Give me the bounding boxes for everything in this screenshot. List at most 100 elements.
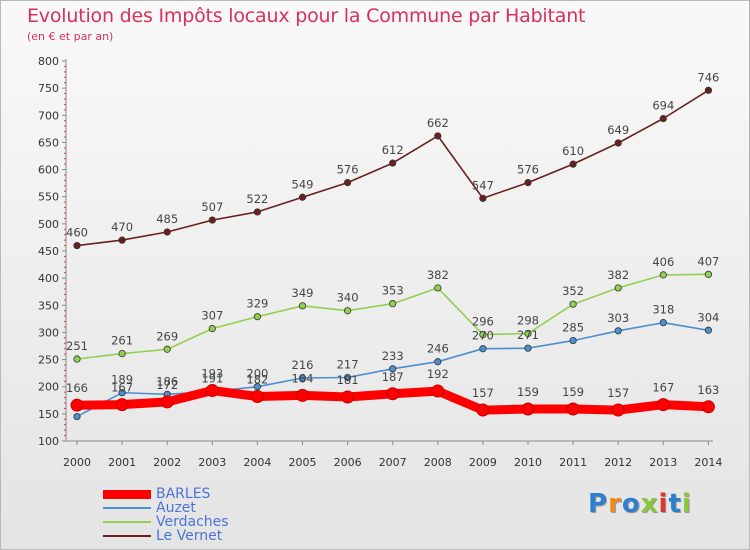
data-label-le-vernet: 460 bbox=[66, 226, 88, 240]
data-label-barles: 181 bbox=[337, 373, 359, 387]
data-point-verdaches bbox=[73, 355, 81, 363]
logo-letter: x bbox=[640, 489, 659, 519]
data-point-le-vernet bbox=[434, 132, 442, 140]
data-point-barles bbox=[431, 384, 445, 398]
data-label-verdaches: 298 bbox=[517, 314, 539, 328]
x-tick-label: 2003 bbox=[198, 456, 226, 469]
data-label-verdaches: 340 bbox=[337, 291, 359, 305]
x-tick-label: 2000 bbox=[63, 456, 91, 469]
data-point-auzet bbox=[569, 336, 577, 345]
data-label-auzet: 189 bbox=[111, 373, 133, 387]
data-point-verdaches bbox=[434, 284, 442, 292]
data-label-le-vernet: 485 bbox=[156, 212, 178, 226]
data-point-auzet bbox=[434, 358, 442, 366]
data-label-barles: 193 bbox=[201, 367, 223, 381]
data-point-barles bbox=[611, 403, 625, 417]
data-point-barles bbox=[70, 398, 84, 412]
legend-item-le-vernet: Le Vernet bbox=[103, 528, 223, 544]
data-label-auzet: 217 bbox=[337, 357, 359, 371]
data-label-barles: 187 bbox=[382, 370, 404, 384]
data-point-le-vernet bbox=[479, 194, 487, 202]
data-label-verdaches: 407 bbox=[697, 254, 719, 268]
data-label-verdaches: 251 bbox=[66, 339, 88, 353]
data-point-le-vernet bbox=[208, 216, 216, 224]
data-label-barles: 163 bbox=[697, 383, 719, 397]
legend-swatch bbox=[103, 489, 151, 499]
legend-item-barles: BARLES bbox=[103, 486, 211, 502]
data-point-le-vernet bbox=[118, 236, 126, 244]
y-tick-label: 750 bbox=[38, 82, 59, 95]
legend-label: BARLES bbox=[156, 486, 211, 502]
y-tick-label: 600 bbox=[38, 164, 59, 177]
data-point-auzet bbox=[253, 383, 261, 391]
x-tick-label: 2001 bbox=[108, 456, 136, 469]
y-tick-label: 200 bbox=[38, 381, 59, 394]
data-point-barles bbox=[296, 388, 309, 402]
x-tick-label: 2007 bbox=[379, 456, 407, 469]
data-point-le-vernet bbox=[524, 179, 532, 187]
y-tick-label: 700 bbox=[38, 109, 59, 122]
data-point-verdaches bbox=[389, 300, 397, 308]
data-point-barles bbox=[250, 389, 264, 403]
y-tick-label: 550 bbox=[38, 191, 59, 204]
data-point-verdaches bbox=[659, 271, 667, 279]
data-point-barles bbox=[160, 395, 174, 409]
x-tick-label: 2009 bbox=[469, 456, 497, 469]
proxiti-logo: Proxiti bbox=[588, 489, 692, 519]
data-point-le-vernet bbox=[389, 159, 397, 167]
data-label-barles: 159 bbox=[517, 385, 539, 399]
data-point-auzet bbox=[343, 373, 352, 382]
data-label-auzet: 303 bbox=[607, 311, 629, 325]
y-tick-label: 100 bbox=[38, 435, 59, 448]
x-tick-label: 2011 bbox=[559, 456, 587, 469]
data-label-le-vernet: 612 bbox=[382, 143, 404, 157]
data-point-auzet bbox=[118, 389, 126, 397]
data-label-barles: 184 bbox=[292, 371, 314, 385]
legend-swatch bbox=[103, 507, 151, 509]
data-point-auzet bbox=[524, 344, 532, 352]
data-point-auzet bbox=[73, 412, 81, 421]
y-tick-label: 150 bbox=[38, 408, 59, 421]
data-point-barles bbox=[386, 387, 400, 401]
x-tick-label: 2012 bbox=[604, 456, 632, 469]
data-point-barles bbox=[701, 400, 715, 414]
data-label-barles: 157 bbox=[472, 386, 494, 400]
data-label-auzet: 271 bbox=[517, 328, 539, 342]
data-label-auzet: 270 bbox=[472, 329, 494, 343]
data-label-auzet: 318 bbox=[652, 303, 674, 317]
data-label-auzet: 186 bbox=[156, 374, 178, 388]
data-point-verdaches bbox=[524, 329, 532, 338]
chart-title: Evolution des Impôts locaux pour la Comm… bbox=[27, 5, 586, 27]
logo-letter: i bbox=[681, 489, 692, 519]
data-label-verdaches: 382 bbox=[607, 268, 629, 282]
logo-letter: o bbox=[621, 489, 641, 519]
data-point-barles bbox=[115, 398, 129, 412]
data-point-verdaches bbox=[163, 345, 171, 353]
data-point-le-vernet bbox=[163, 228, 171, 236]
legend-label: Le Vernet bbox=[156, 528, 223, 544]
x-tick-label: 2006 bbox=[334, 456, 362, 469]
data-label-le-vernet: 576 bbox=[337, 163, 359, 177]
logo-letter: r bbox=[608, 489, 622, 519]
x-tick-label: 2014 bbox=[694, 456, 722, 469]
data-label-barles: 166 bbox=[66, 381, 88, 395]
x-tick-label: 2002 bbox=[153, 456, 181, 469]
data-label-le-vernet: 694 bbox=[652, 99, 674, 113]
data-label-le-vernet: 746 bbox=[697, 70, 719, 84]
legend-item-auzet: Auzet bbox=[103, 500, 196, 516]
data-label-auzet: 285 bbox=[562, 321, 584, 335]
y-tick-label: 400 bbox=[38, 272, 59, 285]
data-label-le-vernet: 470 bbox=[111, 220, 133, 234]
data-point-le-vernet bbox=[659, 114, 667, 123]
data-label-barles: 167 bbox=[652, 381, 674, 395]
x-tick-label: 2008 bbox=[424, 456, 452, 469]
data-label-le-vernet: 549 bbox=[292, 177, 314, 191]
data-label-auzet: 233 bbox=[382, 349, 404, 363]
data-label-verdaches: 353 bbox=[382, 284, 404, 298]
data-label-le-vernet: 507 bbox=[201, 200, 223, 214]
data-label-le-vernet: 649 bbox=[607, 123, 629, 137]
data-point-verdaches bbox=[614, 284, 622, 292]
data-point-verdaches bbox=[343, 307, 352, 315]
